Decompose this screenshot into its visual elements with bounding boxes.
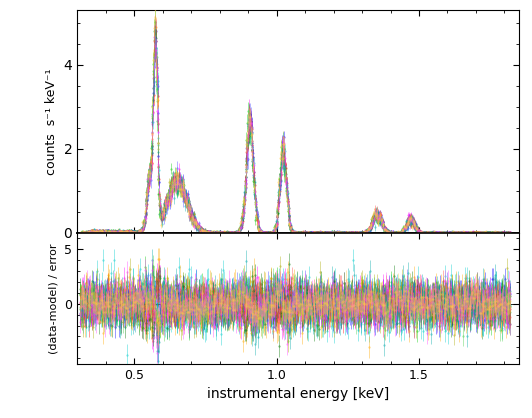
Y-axis label: (data-model) / error: (data-model) / error (49, 243, 59, 354)
X-axis label: instrumental energy [keV]: instrumental energy [keV] (207, 387, 389, 401)
Y-axis label: counts  s⁻¹ keV⁻¹: counts s⁻¹ keV⁻¹ (45, 69, 58, 175)
